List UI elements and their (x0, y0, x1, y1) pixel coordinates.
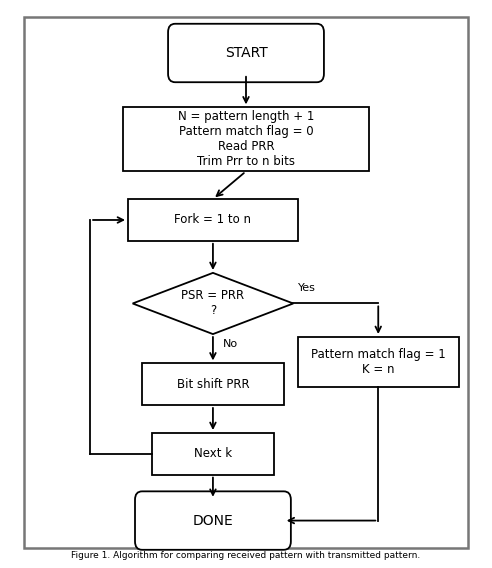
FancyBboxPatch shape (168, 24, 324, 82)
Bar (128, 199, 298, 241)
Text: PSR = PRR
?: PSR = PRR ? (182, 290, 245, 318)
Text: DONE: DONE (192, 513, 233, 528)
Text: Yes: Yes (298, 283, 316, 294)
Polygon shape (133, 273, 293, 334)
Bar (123, 107, 369, 172)
Text: N = pattern length + 1
Pattern match flag = 0
Read PRR
Trim Prr to n bits: N = pattern length + 1 Pattern match fla… (178, 110, 314, 168)
Bar (142, 364, 284, 405)
Text: No: No (223, 339, 239, 349)
FancyBboxPatch shape (135, 491, 291, 550)
Text: Next k: Next k (194, 447, 232, 460)
Text: Fork = 1 to n: Fork = 1 to n (175, 214, 251, 227)
Text: Figure 1. Algorithm for comparing received pattern with transmitted pattern.: Figure 1. Algorithm for comparing receiv… (71, 550, 421, 559)
Text: Bit shift PRR: Bit shift PRR (177, 378, 249, 391)
Bar (152, 433, 275, 475)
Text: Pattern match flag = 1
K = n: Pattern match flag = 1 K = n (311, 348, 446, 376)
Text: START: START (225, 46, 267, 60)
Bar (298, 337, 459, 387)
